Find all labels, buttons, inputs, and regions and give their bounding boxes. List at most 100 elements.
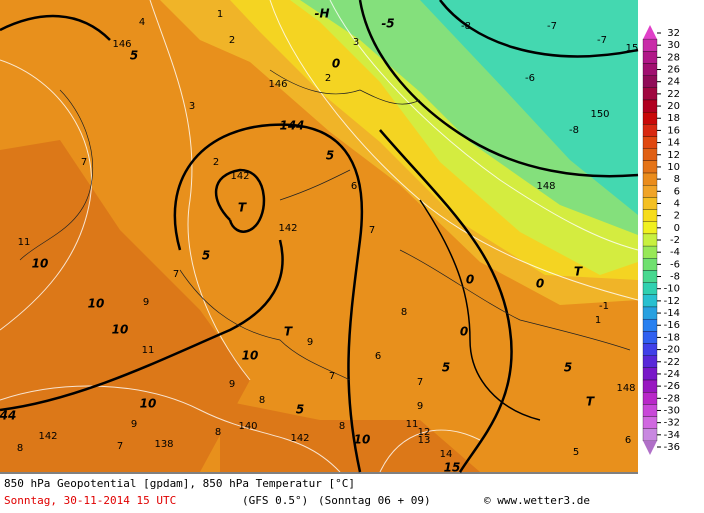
colorbar-label: 24 (667, 77, 680, 88)
contour-label: 14 (440, 449, 453, 460)
contour-label: 10 (112, 323, 129, 337)
contour-label: 7 (173, 269, 179, 280)
colorbar-cell (642, 51, 658, 64)
contour-label: 142 (230, 171, 249, 182)
colorbar-label: -20 (664, 345, 680, 356)
contour-label: 10 (354, 433, 371, 447)
colorbar-cap (643, 25, 657, 40)
contour-label: 2 (229, 35, 235, 46)
contour-label: -H (314, 7, 329, 21)
colorbar-label: 12 (667, 150, 680, 161)
contour-label: T (574, 265, 583, 279)
contour-label: 8 (17, 443, 23, 454)
colorbar-label: -22 (664, 357, 680, 368)
colorbar-label: -2 (670, 235, 680, 246)
footer-run: (Sonntag 06 + 09) (318, 494, 431, 507)
colorbar-cell (642, 318, 658, 332)
contour-label: 10 (88, 297, 105, 311)
colorbar-cell (642, 282, 658, 295)
colorbar-label: 0 (674, 223, 680, 234)
contour-label: -7 (597, 35, 607, 46)
colorbar-label: -26 (664, 381, 680, 392)
colorbar-cell (642, 221, 658, 235)
zero-isotherm (419, 199, 541, 421)
colorbar-label: -12 (664, 296, 680, 307)
temperature-field (0, 0, 638, 472)
contour-label: T (586, 395, 595, 409)
colorbar-label: 28 (667, 52, 680, 63)
contour-label: 15 (444, 461, 461, 475)
contour-label: 140 (238, 421, 257, 432)
colorbar-cell (642, 379, 658, 393)
contour-label: 7 (417, 377, 423, 388)
colorbar-cell (642, 87, 658, 101)
contour-label: 8 (215, 427, 221, 438)
contour-label: 12 (418, 427, 431, 438)
colorbar-label: -16 (664, 320, 680, 331)
colorbar-label: -24 (664, 369, 680, 380)
colorbar-cell (642, 355, 658, 369)
colorbar-cell (642, 416, 658, 429)
contour-label: 8 (339, 421, 345, 432)
colorbar-label: -6 (670, 259, 680, 270)
contour-label: 146 (268, 79, 287, 90)
colorbar-label: -18 (664, 332, 680, 343)
contour-label: 148 (616, 383, 635, 394)
colorbar-label: 14 (667, 138, 680, 149)
colorbar-cell (642, 331, 658, 344)
colorbar-label: 2 (674, 211, 680, 222)
colorbar-cell (642, 270, 658, 283)
contour-label: 8 (259, 395, 265, 406)
contour-label: 0 (466, 273, 474, 287)
colorbar-label: -8 (670, 272, 680, 283)
contour-label: 13 (418, 435, 431, 446)
colorbar-cell (642, 136, 658, 149)
contour-label: 9 (131, 419, 137, 430)
contour-label: 7 (329, 371, 335, 382)
contour-label: 9 (417, 401, 423, 412)
contour-label: 5 (296, 403, 304, 417)
contour-label: 7 (117, 441, 123, 452)
contour-label: 1 (217, 9, 223, 20)
footer-date: Sonntag, 30-11-2014 15 UTC (4, 494, 176, 507)
colorbar-cell (642, 160, 658, 174)
colorbar-label: -28 (664, 393, 680, 404)
contour-label: 9 (307, 337, 313, 348)
colorbar-cell (642, 38, 658, 52)
colorbar-label: -10 (664, 284, 680, 295)
footer-title: 850 hPa Geopotential [gpdam], 850 hPa Te… (4, 477, 355, 490)
contour-label: 1 (595, 315, 601, 326)
contour-label: 3 (353, 37, 359, 48)
contour-label: 7 (81, 157, 87, 168)
contour-label: 11 (18, 237, 31, 248)
contour-label: -8 (461, 21, 471, 32)
contour-label: -6 (525, 73, 535, 84)
colorbar-label: 26 (667, 65, 680, 76)
contour-label: -1 (599, 301, 609, 312)
contour-label: 5 (202, 249, 210, 263)
colorbar-cell (642, 233, 658, 247)
contour-label: 5 (573, 447, 579, 458)
contour-label: 15 (626, 43, 639, 54)
contour-label: 11 (142, 345, 155, 356)
colorbar-cell (642, 367, 658, 381)
footer-model: (GFS 0.5°) (242, 494, 308, 507)
colorbar-label: -34 (664, 430, 680, 441)
contour-label: 138 (154, 439, 173, 450)
contour-label: 5 (442, 361, 450, 375)
colorbar-cell (642, 306, 658, 320)
colorbar-cell (642, 185, 658, 198)
geopotential-contours (0, 0, 639, 473)
contour-label: 10 (140, 397, 157, 411)
contour-label: 9 (143, 297, 149, 308)
colorbar-label: 18 (667, 113, 680, 124)
colorbar-label: -4 (670, 247, 680, 258)
contour-label: 10 (32, 257, 49, 271)
contour-label: 5 (564, 361, 572, 375)
contour-label: -5 (381, 17, 394, 31)
colorbar-cell (642, 124, 658, 137)
colorbar-label: 8 (674, 174, 680, 185)
contour-label: 2 (325, 73, 331, 84)
contour-label: 0 (332, 57, 340, 71)
